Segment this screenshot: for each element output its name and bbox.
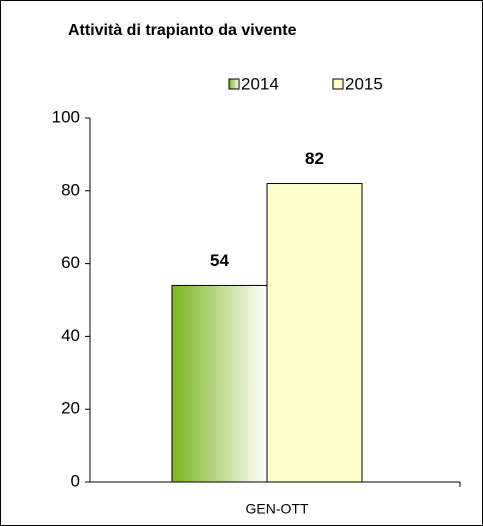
y-tick-label: 100 [52, 107, 80, 126]
legend-label: 2015 [345, 74, 383, 93]
legend-swatch [332, 78, 344, 90]
bar [266, 183, 363, 483]
x-tick-label: GEN-OTT [246, 501, 309, 517]
data-label: 82 [305, 149, 324, 168]
legend-label: 2014 [241, 74, 279, 93]
y-tick-label: 80 [61, 180, 80, 199]
chart-title: Attività di trapianto da vivente [68, 22, 297, 39]
data-label: 54 [210, 251, 229, 270]
y-tick-label: 40 [61, 326, 80, 345]
y-tick-label: 0 [71, 471, 80, 490]
bar [171, 284, 268, 483]
legend-swatch [228, 78, 240, 90]
y-tick-label: 60 [61, 253, 80, 272]
y-tick-label: 20 [61, 399, 80, 418]
